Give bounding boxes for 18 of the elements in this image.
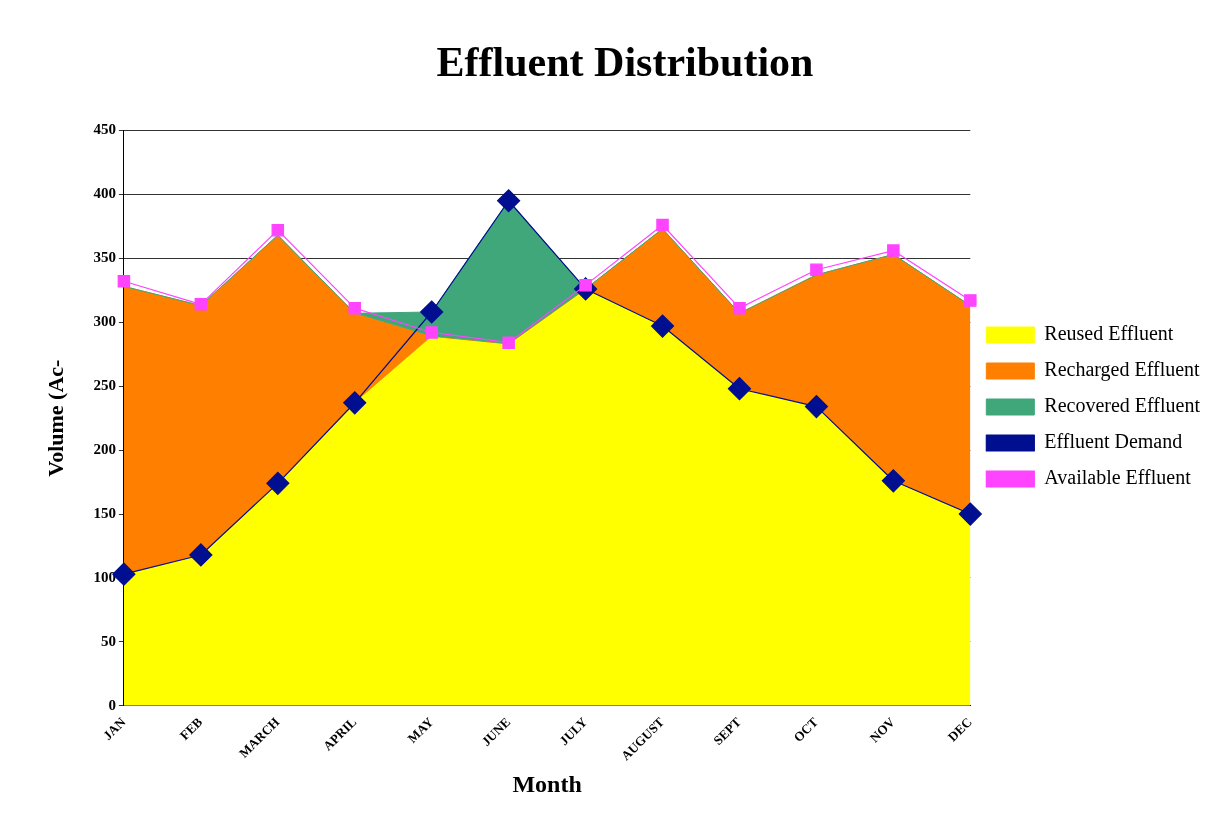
y-tick-label: 450: [93, 121, 116, 138]
y-tick-label: 250: [93, 377, 116, 394]
y-axis-title: Volume (Ac-: [42, 359, 68, 477]
legend-label: Effluent Demand: [1044, 430, 1183, 453]
y-tick-label: 0: [108, 696, 116, 713]
legend-label: Reused Effluent: [1044, 322, 1174, 345]
chart-title: Effluent Distribution: [436, 39, 814, 86]
y-tick-label: 50: [100, 632, 116, 649]
y-tick-label: 350: [93, 249, 116, 266]
y-tick-label: 300: [93, 313, 116, 330]
x-axis-title: Month: [512, 770, 582, 797]
y-tick-label: 150: [93, 504, 116, 521]
y-tick-label: 400: [93, 185, 116, 202]
legend-label: Available Effluent: [1044, 466, 1192, 489]
legend-label: Recovered Effluent: [1044, 394, 1201, 417]
y-tick-label: 200: [93, 440, 116, 457]
legend-label: Recharged Effluent: [1044, 358, 1201, 382]
y-tick-label: 100: [93, 568, 116, 585]
